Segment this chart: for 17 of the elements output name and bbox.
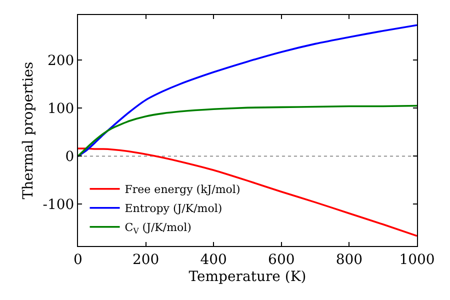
x-tick-label: 1000 <box>399 252 435 268</box>
y-tick-label: 0 <box>65 149 74 166</box>
legend-label: Entropy (J/K/mol) <box>124 202 222 216</box>
y-tick-label: -100 <box>42 197 74 214</box>
x-tick-label: 600 <box>268 252 295 268</box>
x-tick-label: 200 <box>132 252 160 268</box>
legend-label: C$_{V}$ (J/K/mol) <box>124 221 192 236</box>
line-series <box>78 24 417 158</box>
x-tick-label: 800 <box>336 252 363 268</box>
x-tick-label: 400 <box>200 252 227 268</box>
line-series <box>78 104 417 158</box>
y-axis-title: Thermal properties <box>20 62 36 200</box>
x-axis-title: Temperature (K) <box>188 269 306 286</box>
line-series <box>78 148 417 237</box>
y-tick-label: 200 <box>47 53 74 70</box>
legend-label: Free energy (kJ/mol) <box>124 183 240 196</box>
y-tick-label: 100 <box>47 101 74 118</box>
